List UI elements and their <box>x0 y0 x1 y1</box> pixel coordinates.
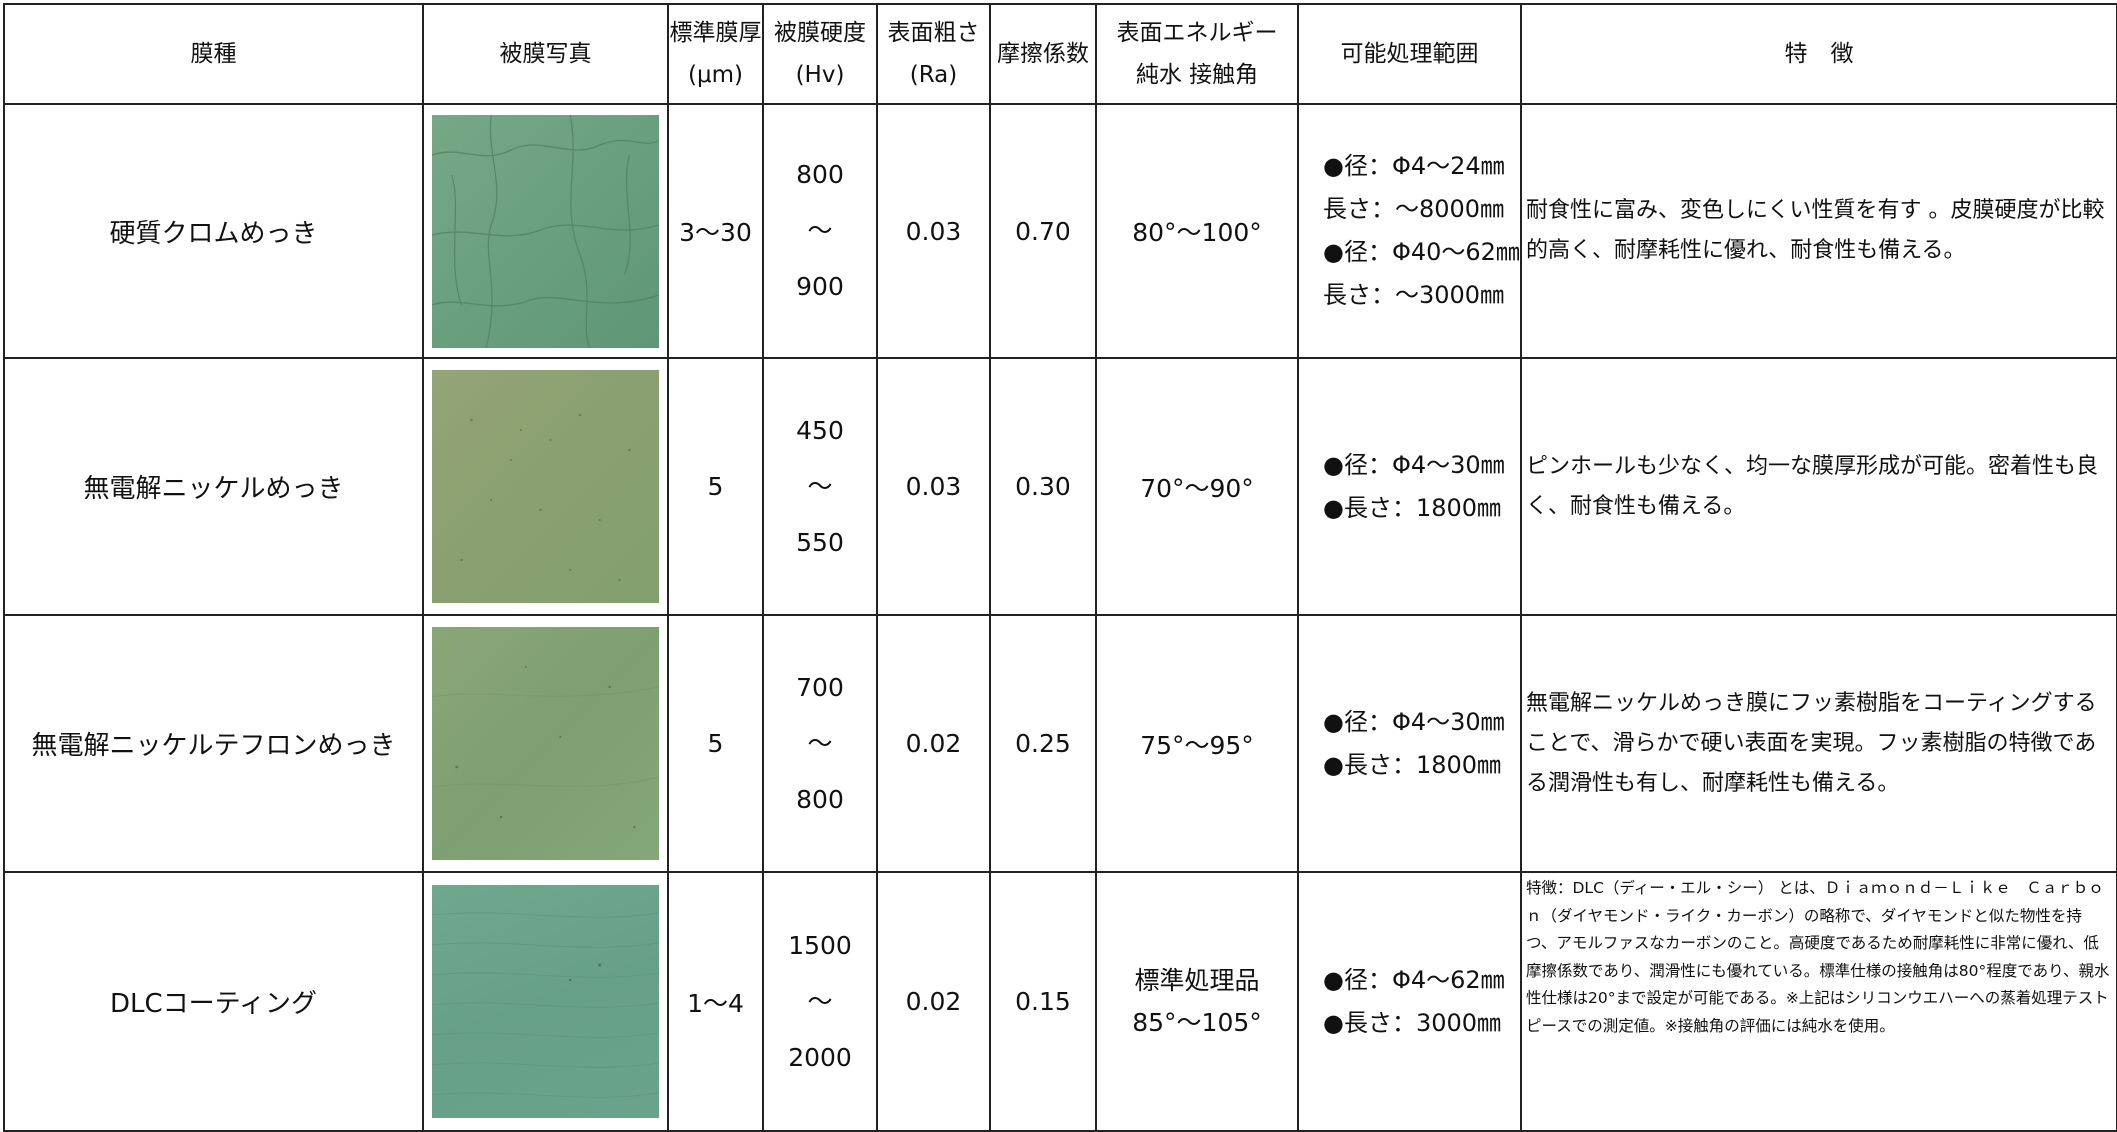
film-name: 硬質クロムめっき <box>3 103 424 359</box>
contact-angle-value: 標準処理品 85°～105° <box>1095 871 1299 1132</box>
hardness-value: 1500 ～ 2000 <box>762 871 878 1132</box>
film-photo <box>422 871 669 1132</box>
range-value: ●径：Φ4～62㎜ ●長さ：3000㎜ <box>1297 871 1522 1132</box>
range-value: ●径：Φ4～30㎜ ●長さ：1800㎜ <box>1297 614 1522 873</box>
hardness-value: 450 ～ 550 <box>762 357 878 616</box>
contact-angle-value: 70°～90° <box>1095 357 1299 616</box>
hardness-value: 800 ～ 900 <box>762 103 878 359</box>
header-row: 膜種 被膜写真 標準膜厚 (μm) 被膜硬度 (Hv) 表面粗さ (Ra) 摩擦係数 … <box>3 3 2117 105</box>
header-photo: 被膜写真 <box>422 3 669 105</box>
features-text: ピンホールも少なく、均一な膜厚形成が可能。密着性も良く、耐食性も備える。 <box>1520 357 2117 616</box>
contact-angle-value: 80°～100° <box>1095 103 1299 359</box>
friction-value: 0.70 <box>989 103 1097 359</box>
roughness-value: 0.03 <box>876 357 991 616</box>
header-film-type: 膜種 <box>3 3 424 105</box>
thickness-value: 1～4 <box>667 871 764 1132</box>
features-text: 無電解ニッケルめっき膜にフッ素樹脂をコーティングすることで、滑らかで硬い表面を実… <box>1520 614 2117 873</box>
contact-angle-value: 75°～95° <box>1095 614 1299 873</box>
table-row: 無電解ニッケルめっき 5 450 ～ 550 0.03 0.30 70°～90° ●… <box>3 357 2117 616</box>
features-text: 耐食性に富み、変色しにくい性質を有す 。皮膜硬度が比較的高く、耐摩耗性に優れ、耐… <box>1520 103 2117 359</box>
range-value: ●径：Φ4～30㎜ ●長さ：1800㎜ <box>1297 357 1522 616</box>
header-roughness: 表面粗さ (Ra) <box>876 3 991 105</box>
friction-value: 0.15 <box>989 871 1097 1132</box>
film-name: 無電解ニッケルテフロンめっき <box>3 614 424 873</box>
roughness-value: 0.02 <box>876 871 991 1132</box>
features-text: 特徴：DLC（ディー・エル・シー） とは、Ｄｉａｍｏｎｄ－Ｌｉｋｅ Ｃａｒｂｏｎ… <box>1520 871 2117 1132</box>
hardness-value: 700 ～ 800 <box>762 614 878 873</box>
film-photo <box>422 357 669 616</box>
roughness-value: 0.02 <box>876 614 991 873</box>
coating-photo-image <box>432 114 659 348</box>
header-hardness: 被膜硬度 (Hv) <box>762 3 878 105</box>
thickness-value: 5 <box>667 357 764 616</box>
film-photo <box>422 614 669 873</box>
roughness-value: 0.03 <box>876 103 991 359</box>
film-photo <box>422 103 669 359</box>
header-thickness: 標準膜厚 (μm) <box>667 3 764 105</box>
coating-comparison-table: 膜種 被膜写真 標準膜厚 (μm) 被膜硬度 (Hv) 表面粗さ (Ra) 摩擦係数 … <box>3 3 2117 1132</box>
friction-value: 0.25 <box>989 614 1097 873</box>
coating-photo-image <box>432 627 659 860</box>
header-range: 可能処理範囲 <box>1297 3 1522 105</box>
range-value: ●径：Φ4～24㎜ 長さ：～8000㎜ ●径：Φ40～62㎜ 長さ：～3000㎜ <box>1297 103 1522 359</box>
friction-value: 0.30 <box>989 357 1097 616</box>
thickness-value: 5 <box>667 614 764 873</box>
film-name: DLCコーティング <box>3 871 424 1132</box>
table-row: 硬質クロムめっき 3～30 800 ～ 900 0.03 0. <box>3 103 2117 359</box>
coating-photo-image <box>432 885 659 1118</box>
table-row: DLCコーティング <box>3 871 2117 1132</box>
header-features: 特 徴 <box>1520 3 2117 105</box>
film-name: 無電解ニッケルめっき <box>3 357 424 616</box>
coating-photo-image <box>432 370 659 603</box>
header-surface-energy: 表面エネルギー 純水 接触角 <box>1095 3 1299 105</box>
header-friction: 摩擦係数 <box>989 3 1097 105</box>
table-row: 無電解ニッケルテフロンめっき 5 700 ～ 800 0.02 0.25 75°～9… <box>3 614 2117 873</box>
thickness-value: 3～30 <box>667 103 764 359</box>
